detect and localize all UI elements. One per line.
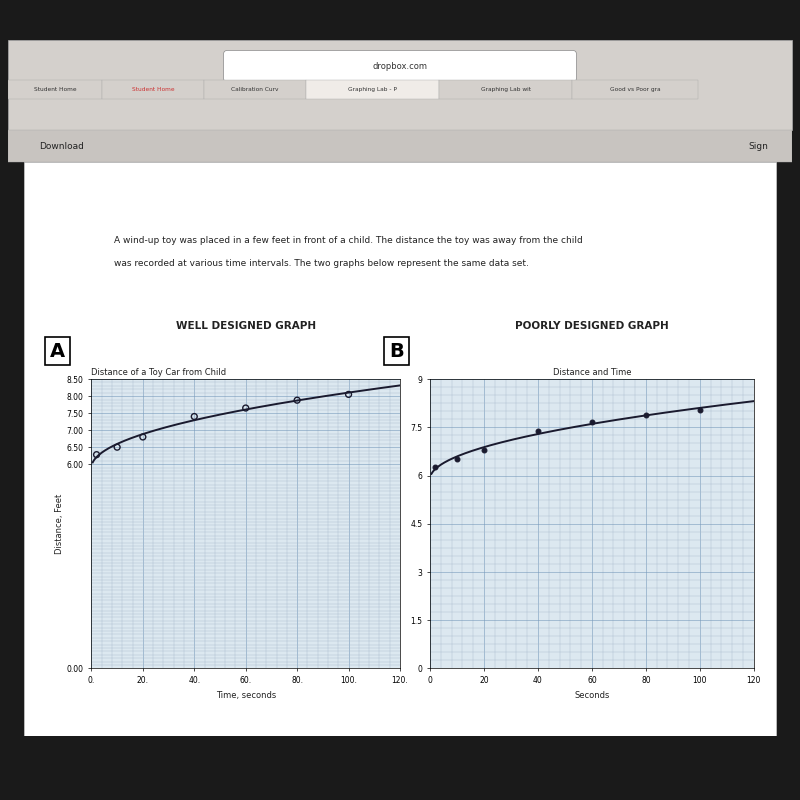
FancyBboxPatch shape xyxy=(102,80,204,99)
FancyBboxPatch shape xyxy=(8,130,792,162)
FancyBboxPatch shape xyxy=(573,80,698,99)
Point xyxy=(137,430,150,443)
X-axis label: Seconds: Seconds xyxy=(574,690,610,700)
Point xyxy=(429,460,442,473)
Point xyxy=(110,441,123,454)
Point xyxy=(188,410,201,423)
Text: Distance of a Toy Car from Child: Distance of a Toy Car from Child xyxy=(91,368,226,377)
Point xyxy=(239,402,252,414)
Title: Distance and Time: Distance and Time xyxy=(553,368,631,377)
Point xyxy=(290,394,303,406)
Text: Student Home: Student Home xyxy=(34,87,76,92)
Point xyxy=(450,453,463,466)
Text: Graphing Lab wit: Graphing Lab wit xyxy=(481,87,531,92)
Text: dropbox.com: dropbox.com xyxy=(373,62,427,71)
Text: Good vs Poor gra: Good vs Poor gra xyxy=(610,87,661,92)
FancyBboxPatch shape xyxy=(224,50,577,82)
FancyBboxPatch shape xyxy=(24,162,776,736)
FancyBboxPatch shape xyxy=(306,80,439,99)
Text: Graphing Lab - P: Graphing Lab - P xyxy=(348,87,397,92)
Text: A: A xyxy=(50,342,66,361)
Text: A wind-up toy was placed in a few feet in front of a child. The distance the toy: A wind-up toy was placed in a few feet i… xyxy=(114,237,582,246)
FancyBboxPatch shape xyxy=(8,40,792,130)
Text: Download: Download xyxy=(39,142,84,150)
Point xyxy=(586,416,598,429)
X-axis label: Time, seconds: Time, seconds xyxy=(215,690,276,700)
FancyBboxPatch shape xyxy=(204,80,306,99)
Text: B: B xyxy=(389,342,404,361)
Text: Sign: Sign xyxy=(749,142,769,150)
Text: Student Home: Student Home xyxy=(132,87,174,92)
Text: POORLY DESIGNED GRAPH: POORLY DESIGNED GRAPH xyxy=(515,321,669,331)
Point xyxy=(639,409,652,422)
Point xyxy=(342,388,355,401)
FancyBboxPatch shape xyxy=(439,80,573,99)
Point xyxy=(531,424,544,437)
Text: Calibration Curv: Calibration Curv xyxy=(231,87,278,92)
Point xyxy=(694,403,706,416)
FancyBboxPatch shape xyxy=(8,80,102,99)
Text: WELL DESIGNED GRAPH: WELL DESIGNED GRAPH xyxy=(176,321,316,331)
Y-axis label: Distance, Feet: Distance, Feet xyxy=(55,494,64,554)
Text: was recorded at various time intervals. The two graphs below represent the same : was recorded at various time intervals. … xyxy=(114,259,529,269)
Point xyxy=(90,448,103,461)
Point xyxy=(478,443,490,456)
